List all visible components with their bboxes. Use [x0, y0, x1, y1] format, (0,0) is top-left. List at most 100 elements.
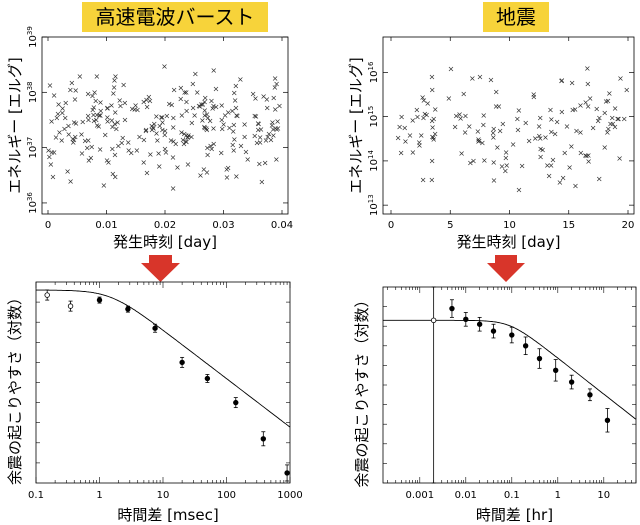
- data-point: ×: [178, 128, 185, 137]
- data-point: ×: [260, 92, 267, 101]
- data-point: ×: [204, 151, 211, 160]
- data-point: ×: [233, 111, 240, 120]
- data-point: ×: [255, 119, 262, 128]
- data-point: ×: [561, 148, 568, 157]
- data-point: ×: [197, 171, 204, 180]
- data-point: ×: [112, 108, 119, 117]
- data-point: ×: [416, 141, 423, 150]
- data-point: ×: [112, 72, 119, 81]
- data-point: ×: [196, 102, 203, 111]
- x-axis-label: 発生時刻 [day]: [113, 233, 217, 251]
- data-point: ×: [92, 97, 99, 106]
- data-point: ×: [56, 128, 63, 137]
- data-point: ×: [219, 125, 226, 134]
- data-point: [179, 359, 185, 366]
- data-point: ×: [458, 149, 465, 158]
- data-point: ×: [70, 138, 77, 147]
- data-point: ×: [262, 159, 269, 168]
- x-tick-label: 5: [447, 220, 453, 231]
- data-point: ×: [51, 148, 58, 157]
- data-point: ×: [536, 122, 543, 131]
- data-point: ×: [128, 149, 135, 158]
- data-point: [96, 297, 103, 303]
- data-point: ×: [258, 125, 265, 134]
- data-point: ×: [144, 169, 151, 178]
- data-point: ×: [210, 101, 217, 110]
- data-point: ×: [153, 112, 160, 121]
- arrow-down-icon: [487, 255, 525, 282]
- data-point: ×: [171, 86, 178, 95]
- data-point: ×: [593, 105, 600, 114]
- data-point: ×: [172, 139, 179, 148]
- data-point: ×: [183, 137, 190, 146]
- data-point: ×: [479, 138, 486, 147]
- data-point: ×: [414, 112, 421, 121]
- y-axis-label: エネルギー [エルグ]: [6, 57, 24, 193]
- data-point: ×: [143, 127, 150, 136]
- x-tick-label: 15: [562, 220, 575, 231]
- data-point: ×: [55, 110, 62, 119]
- data-point: ×: [85, 112, 92, 121]
- data-point: ×: [53, 133, 60, 142]
- data-point: ×: [191, 111, 198, 120]
- data-point: ×: [204, 125, 211, 134]
- data-point: ×: [183, 131, 190, 140]
- data-point: ×: [111, 83, 118, 92]
- data-point: ×: [65, 121, 72, 130]
- data-point: ×: [429, 123, 436, 132]
- data-point: [463, 316, 469, 323]
- data-point: ×: [514, 114, 521, 123]
- data-point: ×: [210, 66, 217, 75]
- x-tick-label: 1: [555, 490, 561, 501]
- data-point: ×: [199, 100, 206, 109]
- data-point: ×: [85, 136, 92, 145]
- data-point: ×: [546, 172, 553, 181]
- data-point: ×: [72, 132, 79, 141]
- data-point: ×: [76, 72, 83, 81]
- data-point: ×: [149, 126, 156, 135]
- data-point: ×: [564, 122, 571, 131]
- data-point: ×: [270, 93, 277, 102]
- data-point: ×: [273, 80, 280, 89]
- data-point: ×: [256, 159, 263, 168]
- data-point: ×: [230, 127, 237, 136]
- x-axis-label: 時間差 [hr]: [476, 506, 553, 524]
- data-point: ×: [112, 150, 119, 159]
- data-point: ×: [47, 160, 54, 169]
- data-point: ×: [183, 138, 190, 147]
- data-point: ×: [539, 145, 546, 154]
- data-point: ×: [532, 134, 539, 143]
- data-point: ×: [544, 161, 551, 170]
- data-point: ×: [97, 145, 104, 154]
- y-tick-label: 1038: [26, 81, 39, 103]
- x-axis-label: 発生時刻 [day]: [456, 233, 560, 251]
- data-point: ×: [515, 125, 522, 134]
- data-point: ×: [432, 105, 439, 114]
- x-tick-label: 0: [45, 220, 51, 231]
- data-point: ×: [499, 162, 506, 171]
- data-point: ×: [577, 149, 584, 158]
- data-point: ×: [577, 128, 584, 137]
- data-point: ×: [238, 141, 245, 150]
- data-point: ×: [204, 144, 211, 153]
- data-point: ×: [89, 92, 96, 101]
- data-point: ×: [552, 130, 559, 139]
- data-point: ×: [250, 89, 257, 98]
- data-point: ×: [420, 176, 427, 185]
- y-axis-label: エネルギー [エルグ]: [347, 57, 365, 193]
- data-point: ×: [516, 185, 523, 194]
- fit-curve: [36, 289, 291, 428]
- data-point: ×: [97, 98, 104, 107]
- data-point: ×: [429, 175, 436, 184]
- data-point: ×: [537, 113, 544, 122]
- data-point: ×: [490, 158, 497, 167]
- data-point: [490, 328, 497, 334]
- data-point: ×: [419, 93, 426, 102]
- data-point: ×: [584, 64, 591, 73]
- data-point: ×: [502, 153, 509, 162]
- data-point: ×: [491, 176, 498, 185]
- data-point: ×: [560, 174, 567, 183]
- data-point: ×: [554, 117, 561, 126]
- data-point: ×: [420, 114, 427, 123]
- data-point: ×: [550, 155, 557, 164]
